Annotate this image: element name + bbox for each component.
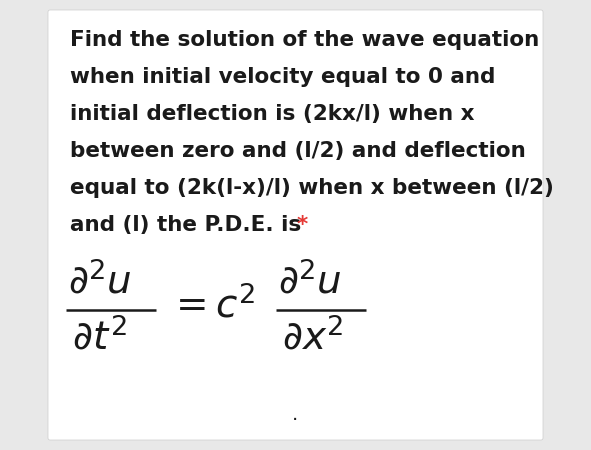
Text: *: * — [297, 215, 309, 235]
Text: when initial velocity equal to 0 and: when initial velocity equal to 0 and — [70, 67, 495, 87]
Text: $= c^2$: $= c^2$ — [168, 286, 255, 326]
Text: Find the solution of the wave equation: Find the solution of the wave equation — [70, 30, 539, 50]
Text: $\partial t^2$: $\partial t^2$ — [72, 318, 126, 358]
Text: $\partial^2 u$: $\partial^2 u$ — [278, 262, 342, 302]
Text: equal to (2k(l-x)/l) when x between (l/2): equal to (2k(l-x)/l) when x between (l/2… — [70, 178, 554, 198]
Text: initial deflection is (2kx/l) when x: initial deflection is (2kx/l) when x — [70, 104, 475, 124]
Text: $\partial x^2$: $\partial x^2$ — [282, 318, 343, 358]
Text: and (l) the P.D.E. is: and (l) the P.D.E. is — [70, 215, 301, 235]
Text: between zero and (l/2) and deflection: between zero and (l/2) and deflection — [70, 141, 526, 161]
Text: $\partial^2 u$: $\partial^2 u$ — [68, 262, 132, 302]
Text: .: . — [293, 405, 298, 424]
FancyBboxPatch shape — [48, 10, 543, 440]
